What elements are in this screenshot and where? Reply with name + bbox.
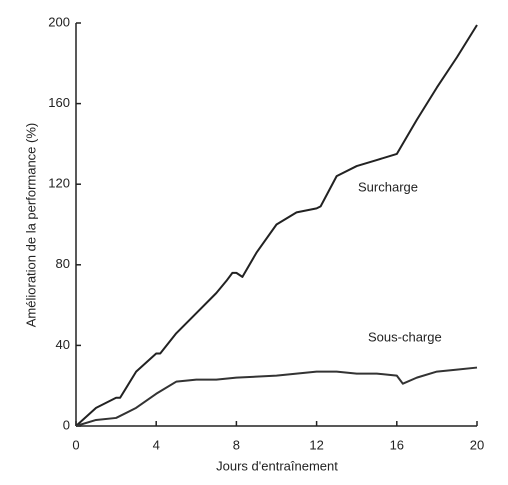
series-label: Surcharge (358, 179, 418, 194)
x-tick-label: 20 (470, 437, 484, 452)
y-axis-label: Amélioration de la performance (%) (23, 123, 38, 327)
y-tick-label: 80 (56, 256, 70, 271)
x-tick-label: 12 (309, 437, 323, 452)
y-tick-label: 40 (56, 337, 70, 352)
series-line (75, 24, 478, 427)
x-tick-label: 0 (72, 437, 79, 452)
x-tick-label: 16 (390, 437, 404, 452)
series-label: Sous-charge (368, 329, 442, 344)
y-tick-label: 120 (48, 176, 70, 191)
x-axis-label: Jours d'entraînement (216, 458, 338, 473)
y-tick-label: 160 (48, 95, 70, 110)
x-tick-label: 8 (233, 437, 240, 452)
x-tick-label: 4 (153, 437, 160, 452)
y-tick-label: 200 (48, 14, 70, 29)
series-line (75, 366, 478, 427)
y-tick-label: 0 (63, 417, 70, 432)
